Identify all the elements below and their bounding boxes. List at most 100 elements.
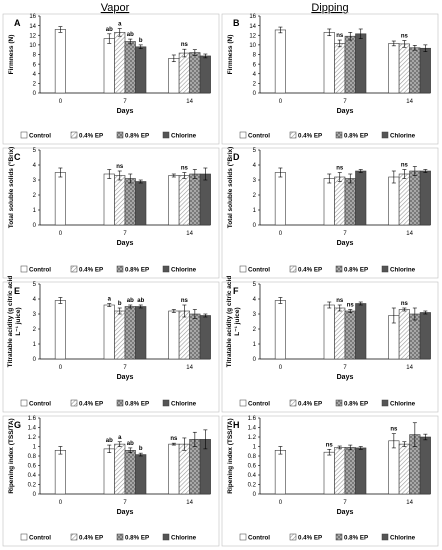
bar	[54, 172, 66, 226]
y-tick-label: 5	[33, 148, 37, 154]
bar	[124, 178, 136, 226]
legend-swatch	[239, 399, 247, 407]
bar	[344, 447, 356, 495]
y-tick-label: 0.4	[248, 473, 257, 479]
legend-label: Chlorine	[171, 267, 197, 274]
y-tick-label: 0	[253, 91, 257, 97]
bar	[199, 55, 211, 94]
legend-swatch	[20, 399, 28, 407]
bar	[334, 43, 346, 94]
significance-label: ns	[401, 34, 409, 40]
y-tick-label: 0	[253, 223, 257, 229]
y-axis-label: Ripening index (TSS/TA)	[227, 418, 234, 493]
legend-label: Control	[248, 267, 270, 274]
legend-label: 0.4% EP	[298, 267, 322, 274]
legend-swatch	[381, 265, 389, 273]
x-tick-label: 14	[186, 365, 193, 371]
panel-b: B 0 2 4 6 8 10 12 14 16 Firmness (N) 0 7 14 Days ns ns Co…	[221, 13, 439, 145]
bar	[355, 170, 367, 226]
y-tick-label: 1	[33, 208, 37, 214]
y-tick-label: 3	[253, 312, 257, 318]
legend-swatch	[70, 131, 78, 139]
legend-label: 0.8% EP	[344, 133, 368, 140]
legend-label: Control	[248, 401, 270, 408]
significance-label: a	[118, 22, 122, 28]
panel-c: C 0 1 2 3 4 5 Total soluble solids (°Brix) 0 7 14 D…	[2, 147, 220, 279]
bar	[419, 47, 431, 94]
legend-swatch	[20, 265, 28, 273]
significance-label: b	[139, 446, 143, 452]
panel-e: E 0 1 2 3 4 5 Titratable acidity (g citric acid…	[2, 276, 220, 413]
bar	[178, 52, 190, 94]
legend-swatch	[381, 131, 389, 139]
bar	[54, 29, 66, 94]
y-tick-label: 4	[33, 163, 37, 169]
panel-letter: D	[233, 152, 240, 162]
y-tick-label: 1	[253, 208, 257, 214]
legend-swatch	[116, 399, 124, 407]
y-tick-label: 8	[33, 53, 37, 59]
legend-swatch	[239, 265, 247, 273]
y-tick-label: 0	[253, 357, 257, 363]
panel-frame	[2, 415, 220, 547]
panel-frame	[2, 281, 220, 413]
bar	[168, 310, 180, 360]
y-tick-label: 1	[253, 445, 257, 451]
legend-label: Chlorine	[390, 401, 416, 408]
bar	[409, 170, 421, 226]
y-axis-label: Titratable acidity (g citric acidL⁻¹ jui…	[226, 276, 241, 368]
y-tick-label: 1.6	[248, 416, 257, 422]
y-tick-label: 1.4	[248, 426, 257, 432]
y-tick-label: 3	[33, 178, 37, 184]
legend-swatch	[116, 533, 124, 541]
y-tick-label: 4	[253, 163, 257, 169]
y-axis-label: Titratable acidity (g citric acidL⁻¹ jui…	[7, 276, 22, 368]
x-tick-label: 7	[123, 231, 127, 237]
y-tick-label: 4	[33, 72, 37, 78]
y-tick-label: 0	[33, 91, 37, 97]
bar	[388, 176, 400, 226]
significance-label: ns	[326, 442, 334, 448]
panel-frame	[2, 13, 220, 145]
bar	[388, 440, 400, 495]
y-tick-label: 0.6	[28, 464, 37, 470]
panel-letter: A	[14, 18, 21, 28]
x-tick-label: 0	[59, 99, 63, 105]
y-tick-label: 1.6	[28, 416, 37, 422]
significance-label: ns	[347, 303, 355, 309]
legend-label: 0.4% EP	[79, 267, 103, 274]
significance-label: ns	[181, 166, 189, 172]
bar	[114, 175, 126, 226]
x-tick-label: 0	[59, 231, 63, 237]
legend-swatch	[162, 399, 170, 407]
panel-g: G 0 0.2 0.4 0.6 0.8 1 1.2 1.4 1.6 Ripening index (…	[2, 415, 220, 547]
header-dipping: Dipping	[311, 2, 348, 14]
x-tick-label: 0	[279, 231, 283, 237]
y-tick-label: 0.8	[248, 454, 257, 460]
panel-letter: G	[14, 420, 21, 430]
panel-letter: F	[233, 286, 239, 296]
legend-label: 0.4% EP	[79, 133, 103, 140]
x-axis-label: Days	[117, 108, 134, 115]
y-tick-label: 1	[33, 445, 37, 451]
legend-label: 0.8% EP	[344, 401, 368, 408]
bar	[103, 38, 115, 94]
legend-label: 0.4% EP	[79, 535, 103, 542]
legend-label: 0.8% EP	[125, 535, 149, 542]
bar	[168, 58, 180, 94]
significance-label: ab	[106, 27, 113, 33]
y-tick-label: 10	[29, 43, 36, 49]
bar	[334, 447, 346, 495]
legend-swatch	[116, 131, 124, 139]
y-tick-label: 6	[33, 62, 37, 68]
y-tick-label: 1.2	[248, 435, 257, 441]
significance-label: ab	[127, 32, 134, 38]
y-tick-label: 5	[253, 148, 257, 154]
y-tick-label: 1	[33, 342, 37, 348]
panel-frame	[2, 147, 220, 279]
x-tick-label: 14	[406, 231, 413, 237]
legend-swatch	[289, 265, 297, 273]
bar	[114, 310, 126, 360]
x-axis-label: Days	[117, 374, 134, 381]
